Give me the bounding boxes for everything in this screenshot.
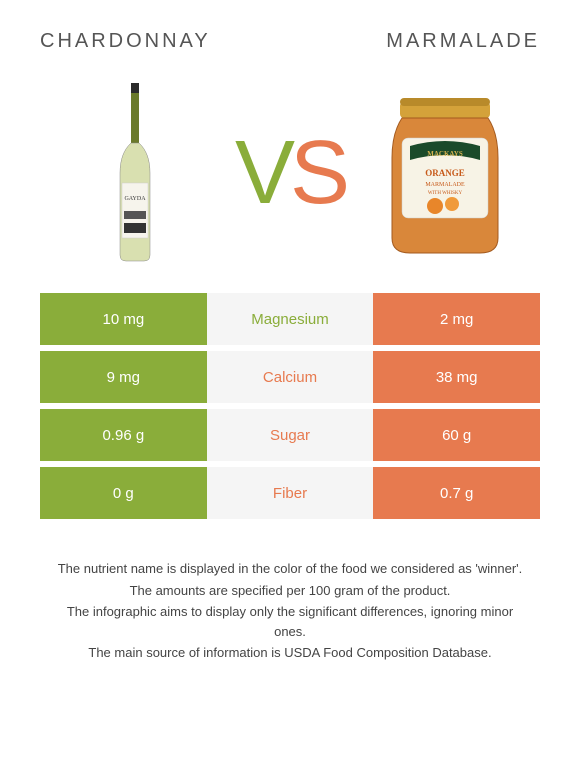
vs-s: S — [290, 123, 345, 223]
right-title: Marmalade — [386, 30, 540, 53]
vs-v: V — [235, 123, 290, 223]
vs-label: VS — [235, 122, 345, 225]
footer-line: The amounts are specified per 100 gram o… — [50, 581, 530, 601]
table-row: 10 mg Magnesium 2 mg — [40, 293, 540, 345]
right-value: 2 mg — [373, 293, 540, 345]
footer-notes: The nutrient name is displayed in the co… — [40, 559, 540, 663]
svg-text:ORANGE: ORANGE — [425, 168, 465, 178]
left-value: 0.96 g — [40, 409, 207, 461]
wine-bottle-icon: GAYDA — [110, 83, 160, 263]
svg-text:WITH WHISKY: WITH WHISKY — [428, 191, 463, 196]
left-value: 9 mg — [40, 351, 207, 403]
right-image: MACKAYS ORANGE MARMALADE WITH WHISKY — [370, 78, 520, 268]
footer-line: The main source of information is USDA F… — [50, 643, 530, 663]
marmalade-jar-icon: MACKAYS ORANGE MARMALADE WITH WHISKY — [380, 88, 510, 258]
header-row: Chardonnay Marmalade — [40, 30, 540, 53]
left-value: 10 mg — [40, 293, 207, 345]
svg-text:MACKAYS: MACKAYS — [427, 150, 463, 158]
infographic-container: Chardonnay Marmalade GAYDA VS — [0, 0, 580, 685]
table-row: 0 g Fiber 0.7 g — [40, 467, 540, 519]
footer-line: The infographic aims to display only the… — [50, 602, 530, 641]
table-row: 0.96 g Sugar 60 g — [40, 409, 540, 461]
table-row: 9 mg Calcium 38 mg — [40, 351, 540, 403]
nutrient-label: Fiber — [207, 467, 374, 519]
comparison-table: 10 mg Magnesium 2 mg 9 mg Calcium 38 mg … — [40, 293, 540, 519]
nutrient-label: Sugar — [207, 409, 374, 461]
svg-text:GAYDA: GAYDA — [124, 196, 146, 202]
left-title: Chardonnay — [40, 30, 211, 53]
images-row: GAYDA VS MACKAYS ORANGE MARMALADE WITH — [40, 73, 540, 273]
nutrient-label: Magnesium — [207, 293, 374, 345]
right-value: 60 g — [373, 409, 540, 461]
svg-text:MARMALADE: MARMALADE — [425, 182, 465, 188]
footer-line: The nutrient name is displayed in the co… — [50, 559, 530, 579]
left-value: 0 g — [40, 467, 207, 519]
right-value: 0.7 g — [373, 467, 540, 519]
nutrient-label: Calcium — [207, 351, 374, 403]
left-image: GAYDA — [60, 78, 210, 268]
right-value: 38 mg — [373, 351, 540, 403]
